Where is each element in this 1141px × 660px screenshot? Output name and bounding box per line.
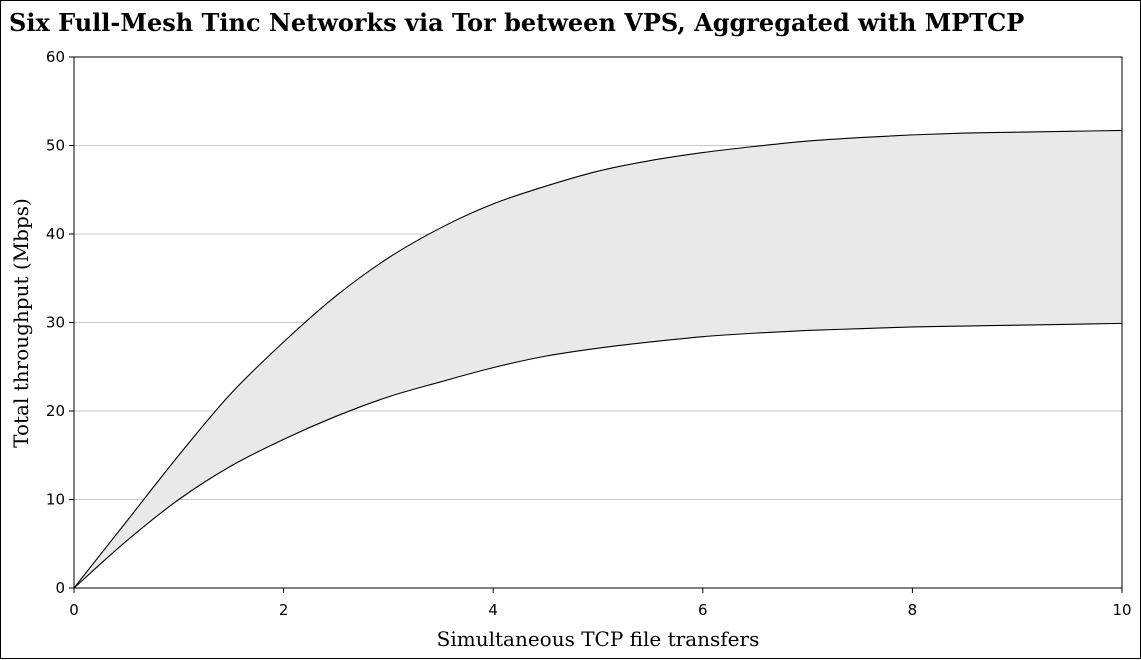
x-axis-ticks: 0 2 4 6 8 10 [69, 588, 1132, 619]
series-upper-line [73, 129, 1123, 589]
x-tick-label-2: 4 [488, 601, 498, 619]
y-tick-label-2: 20 [46, 402, 65, 420]
y-tick-label-0: 0 [55, 579, 65, 597]
y-tick-label-5: 50 [46, 137, 65, 155]
y-axis-label: Total throughput (Mbps) [9, 198, 33, 448]
x-tick-label-5: 10 [1112, 601, 1131, 619]
chart-title: Six Full-Mesh Tinc Networks via Tor betw… [9, 8, 1024, 37]
x-tick-label-0: 0 [69, 601, 79, 619]
x-tick-label-3: 6 [698, 601, 708, 619]
y-tick-label-3: 30 [46, 314, 65, 332]
x-tick-label-1: 2 [279, 601, 289, 619]
series-group [73, 129, 1123, 589]
x-tick-label-4: 8 [908, 601, 918, 619]
y-axis-ticks: 0 10 20 30 40 50 60 [46, 48, 74, 597]
y-tick-label-6: 60 [46, 48, 65, 66]
series-lower-line [73, 322, 1123, 589]
x-axis-label: Simultaneous TCP file transfers [437, 627, 760, 651]
throughput-band [74, 130, 1122, 588]
y-tick-label-4: 40 [46, 225, 65, 243]
y-tick-label-1: 10 [46, 491, 65, 509]
